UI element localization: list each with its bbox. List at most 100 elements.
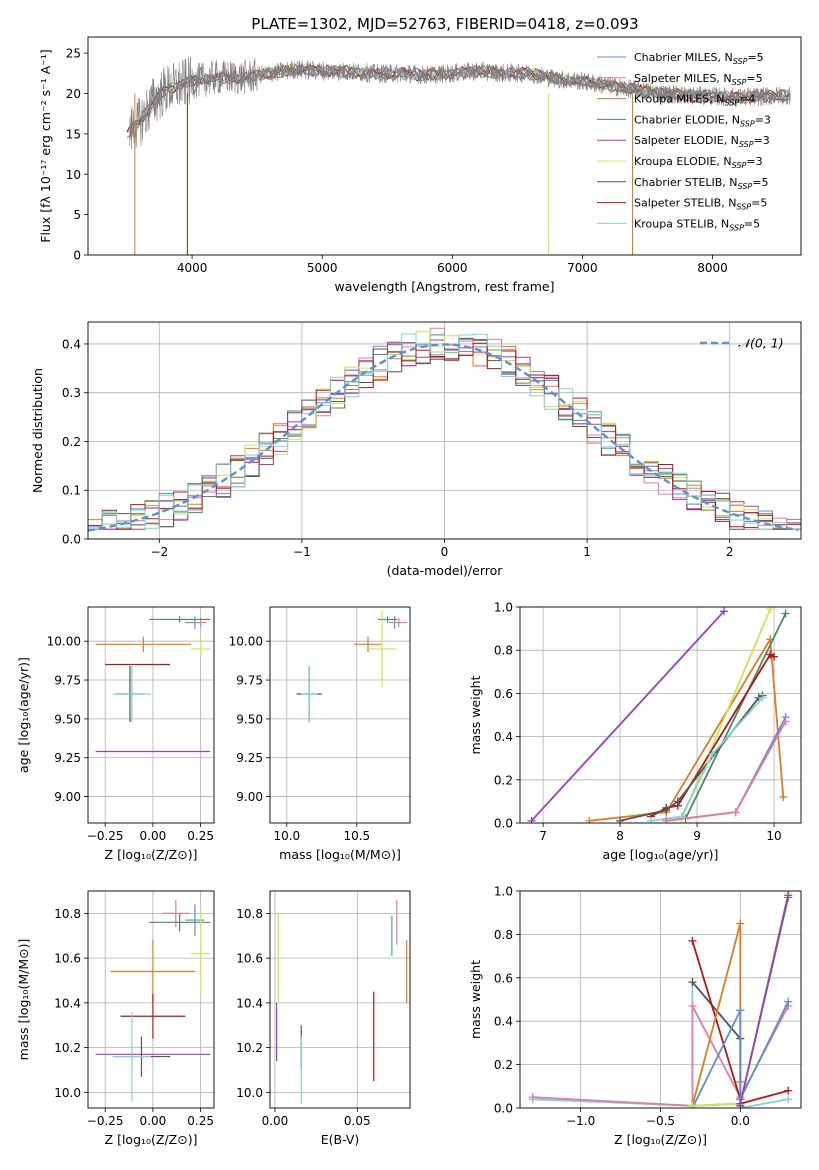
mass_vs_Z-ytick-label: 10.6 bbox=[54, 952, 81, 966]
weight-marker-salpeter_miles bbox=[781, 717, 790, 726]
weight-marker-salpeter_elodie bbox=[784, 891, 793, 900]
weight_vs_age-xtick-label: 9 bbox=[693, 829, 701, 843]
age_vs_mass-xtick-label: 10.5 bbox=[343, 829, 370, 843]
mass_vs_ebv-ytick-label: 10.8 bbox=[236, 907, 263, 921]
weight-marker-salpeter_stelib bbox=[770, 652, 779, 661]
legend-label-kroupa_stelib: Kroupa STELIB, NSSP=5 bbox=[634, 217, 760, 232]
weight-marker-kroupa_stelib bbox=[646, 816, 655, 823]
weight-marker-kroupa_miles bbox=[736, 919, 745, 928]
weight_vs_Z-xtick-label: −0.5 bbox=[646, 1114, 675, 1128]
residuals-xtick-label: 1 bbox=[583, 545, 591, 559]
weight_vs_Z-ytick-label: 1.0 bbox=[494, 885, 513, 899]
errorbar-kroupa_elodie bbox=[191, 641, 211, 657]
age_vs_Z-axes: −0.25 0.00 0.25 9.00 9.25 9.50 9.75 10.00 Z [log… bbox=[16, 607, 214, 862]
weight_vs_age-ytick-label: 0.4 bbox=[494, 730, 513, 744]
mass_vs_ebv-frame bbox=[269, 890, 411, 1109]
legend-label-chabrier_elodie: Chabrier ELODIE, NSSP=3 bbox=[634, 113, 771, 128]
weight-marker-salpeter_miles bbox=[731, 808, 740, 817]
weight_vs_age-ytick-label: 1.0 bbox=[494, 601, 513, 615]
weight-marker-kroupa_elodie bbox=[688, 1101, 697, 1108]
weight-marker-salpeter_miles bbox=[688, 1002, 697, 1011]
weight_vs_age-ytick-label: 0.0 bbox=[494, 817, 513, 831]
age_vs_Z-xtick-label: 0.00 bbox=[140, 829, 167, 843]
weight_vs_Z-ytick-label: 0.0 bbox=[494, 1102, 513, 1116]
age_vs_Z-ytick-label: 9.00 bbox=[54, 790, 81, 804]
spectrum-ytick-label: 5 bbox=[73, 208, 81, 222]
weight-marker-kroupa_stelib bbox=[708, 749, 717, 758]
weight-marker-kroupa_stelib bbox=[784, 1095, 793, 1104]
weight-line-chabrier_stelib bbox=[691, 981, 742, 1106]
mass_vs_Z-xtick-label: 0.25 bbox=[187, 1114, 214, 1128]
age_vs_mass-xtick-label: 10.0 bbox=[273, 829, 300, 843]
mass_vs_ebv-ytick-label: 10.2 bbox=[236, 1041, 263, 1055]
errorbar-chabrier_elodie bbox=[149, 616, 211, 623]
residuals-ylabel: Normed distribution bbox=[30, 368, 45, 493]
mass_vs_Z-ytick-label: 10.8 bbox=[54, 907, 81, 921]
weight-marker-chabrier_stelib bbox=[688, 978, 697, 987]
mass_vs_ebv-xtick-label: 0.00 bbox=[262, 1114, 289, 1128]
errorbar-kroupa_miles bbox=[95, 636, 192, 653]
spectrum-ytick-label: 20 bbox=[66, 87, 81, 101]
weight-line-chabrier_miles bbox=[666, 716, 787, 822]
mass_vs_Z-ylabel: mass [log₁₀(M/M⊙)] bbox=[16, 939, 31, 1061]
mass_vs_ebv-axes: 0.00 0.05 10.0 10.2 10.4 10.6 10.8 E(B-V) bbox=[236, 891, 410, 1147]
weight_vs_age-xtick-label: 7 bbox=[539, 829, 547, 843]
spectrum-xlabel: wavelength [Angstrom, rest frame] bbox=[334, 279, 554, 294]
age_vs_mass-ytick-label: 9.25 bbox=[236, 751, 263, 765]
errorbar-chabrier_elodie bbox=[149, 913, 211, 932]
mass_vs_Z-frame bbox=[87, 890, 215, 1109]
observed-spectrum bbox=[129, 56, 791, 151]
weight-line-chabrier_miles bbox=[691, 1001, 790, 1108]
weight-marker-salpeter_stelib bbox=[784, 1086, 793, 1095]
mass_vs_ebv-xtick-label: 0.05 bbox=[344, 1114, 371, 1128]
age_vs_Z-xtick-label: −0.25 bbox=[87, 829, 124, 843]
age_vs_mass-xlabel: mass [log₁₀(M/M⊙)] bbox=[279, 847, 401, 862]
legend-label-salpeter_stelib: Salpeter STELIB, NSSP=5 bbox=[634, 197, 767, 212]
weight_vs_age-ytick-label: 0.6 bbox=[494, 687, 513, 701]
spectrum-frame bbox=[87, 36, 802, 256]
weight_vs_Z-ytick-label: 0.8 bbox=[494, 928, 513, 942]
residual-hist-salpeter_stelib bbox=[88, 342, 801, 530]
age_vs_Z-frame bbox=[87, 606, 215, 824]
age_vs_mass-ytick-label: 9.50 bbox=[236, 712, 263, 726]
age_vs_Z-ytick-label: 9.25 bbox=[54, 751, 81, 765]
legend-label-kroupa_elodie: Kroupa ELODIE, NSSP=3 bbox=[634, 155, 763, 170]
weight-marker-chabrier_elodie bbox=[781, 609, 790, 618]
mass_vs_Z-xtick-label: −0.25 bbox=[87, 1114, 124, 1128]
weight_vs_age-xtick-label: 8 bbox=[616, 829, 624, 843]
weight-marker-kroupa_stelib bbox=[758, 693, 767, 702]
spectrum-legend: Chabrier MILES, NSSP=5 Salpeter MILES, NS… bbox=[597, 51, 771, 232]
age_vs_mass-ytick-label: 10.00 bbox=[229, 635, 263, 649]
weight-marker-chabrier_miles bbox=[736, 1006, 745, 1015]
figure-title: PLATE=1302, MJD=52763, FIBERID=0418, z=0… bbox=[251, 15, 638, 33]
errorbar-kroupa_stelib bbox=[112, 1011, 151, 1102]
legend-label-chabrier_miles: Chabrier MILES, NSSP=5 bbox=[634, 51, 764, 66]
weight_vs_Z-xtick-label: −1.0 bbox=[566, 1114, 595, 1128]
spectrum-ytick-label: 0 bbox=[73, 249, 81, 263]
mass_vs_ebv-ytick-label: 10.0 bbox=[236, 1086, 263, 1100]
weight-line-kroupa_elodie bbox=[680, 608, 772, 820]
weight-line-chabrier_elodie bbox=[684, 613, 787, 820]
weight_vs_age-ytick-label: 0.2 bbox=[494, 773, 513, 787]
mass_vs_ebv-xlabel: E(B-V) bbox=[321, 1132, 360, 1147]
mass_vs_Z-xlabel: Z [log₁₀(Z/Z⊙)] bbox=[105, 1132, 198, 1147]
spectrum-xtick-label: 5000 bbox=[307, 261, 338, 275]
residual-hist-kroupa_stelib bbox=[88, 333, 801, 530]
residuals-ytick-label: 0.1 bbox=[62, 484, 81, 498]
residuals-ytick-label: 0.2 bbox=[62, 435, 81, 449]
residuals-xlabel: (data-model)/error bbox=[387, 563, 504, 578]
weight-marker-chabrier_miles bbox=[784, 997, 793, 1006]
errorbar-chabrier_elodie bbox=[377, 616, 398, 623]
spectrum-xtick-label: 4000 bbox=[177, 261, 208, 275]
weight_vs_Z-frame bbox=[519, 890, 802, 1109]
weight_vs_age-frame bbox=[519, 606, 802, 824]
mass_vs_Z-axes: −0.25 0.00 0.25 10.0 10.2 10.4 10.6 10.8 Z [log₁… bbox=[16, 891, 214, 1147]
weight-line-salpeter_elodie bbox=[739, 895, 790, 1104]
weight-marker-kroupa_miles bbox=[585, 816, 594, 823]
age_vs_mass-axes: 10.0 10.5 9.00 9.25 9.50 9.75 10.00 mass [log₁₀… bbox=[229, 607, 410, 862]
weight-marker-kroupa_elodie bbox=[766, 607, 775, 614]
mass_vs_Z-ytick-label: 10.0 bbox=[54, 1086, 81, 1100]
age_vs_mass-frame bbox=[269, 606, 411, 824]
residuals-xtick-label: 2 bbox=[726, 545, 734, 559]
weight-marker-kroupa_miles bbox=[779, 793, 788, 802]
